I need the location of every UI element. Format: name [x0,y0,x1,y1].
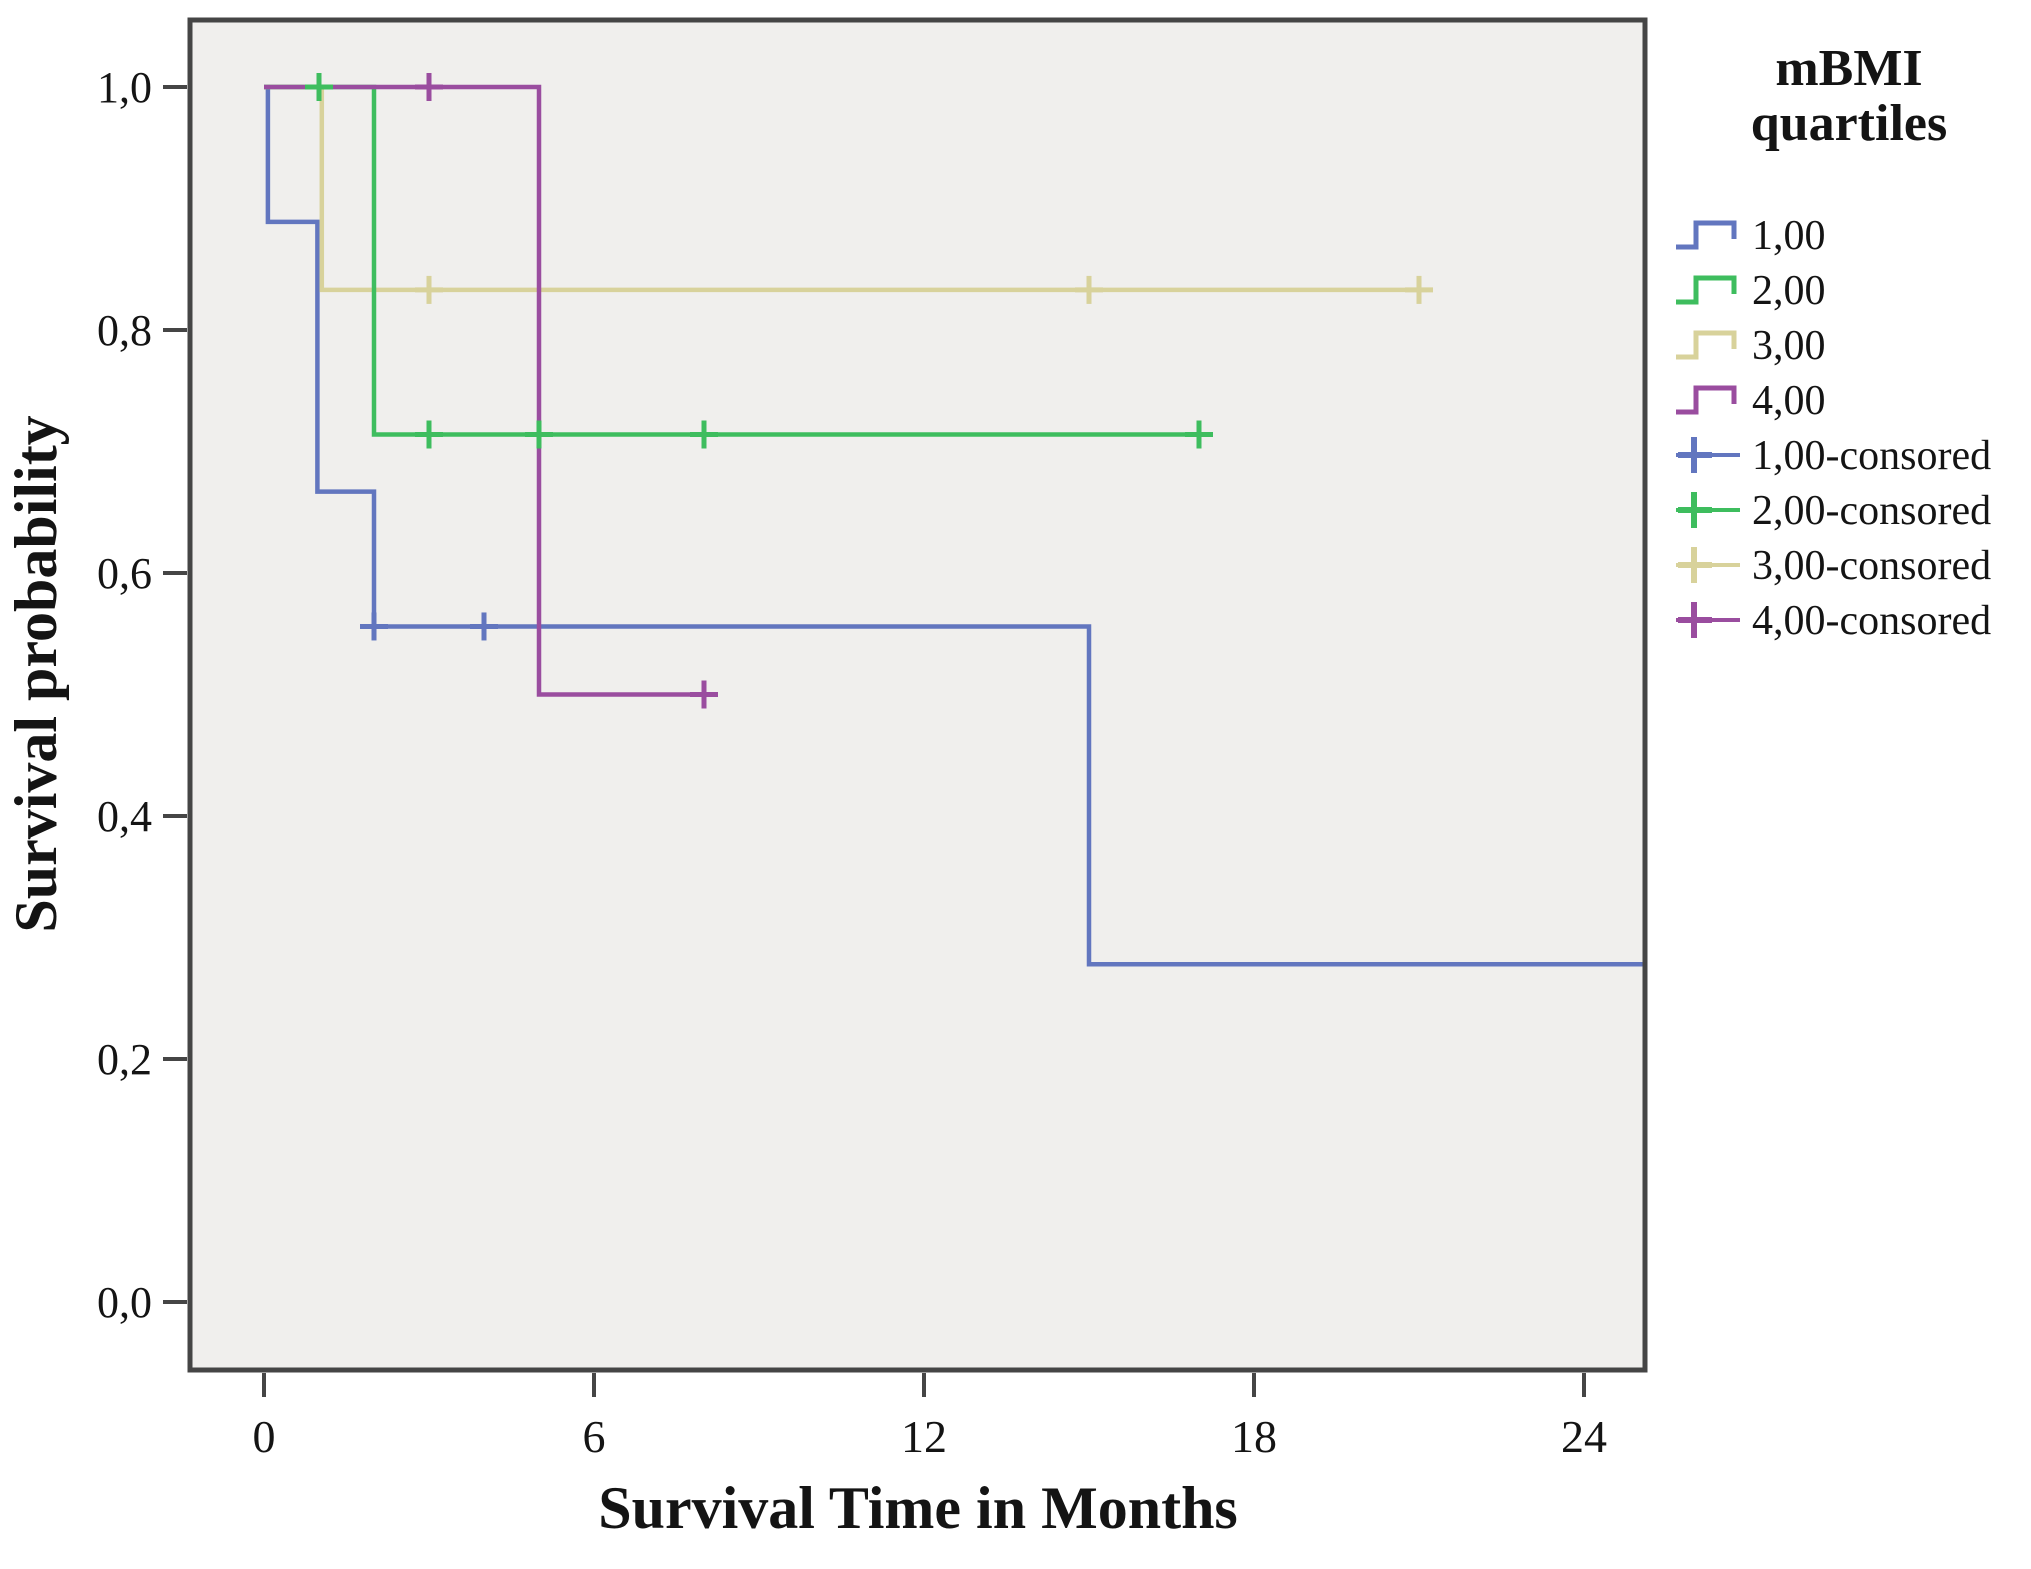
x-tick-label: 24 [1561,1411,1607,1462]
x-axis-ticks: 0 6 12 18 24 [253,1373,1607,1462]
legend-label: 2,00-consored [1752,488,1991,534]
legend-label: 1,00-consored [1752,433,1991,479]
legend-label: 4,00-consored [1752,598,1991,644]
y-tick-label: 0,4 [97,792,152,841]
censor-mark-3-00 [1075,275,1103,304]
legend-step-line-swatch [1676,330,1737,360]
legend-item-3-00-consored: 3,00-consored [1676,543,1991,589]
legend-label: 1,00 [1752,213,1826,259]
censor-mark-4-00 [415,73,443,101]
y-tick-label: 0,0 [97,1278,152,1327]
x-tick-label: 0 [253,1411,276,1462]
legend-item-3-00: 3,00 [1676,323,1826,369]
legend-item-1-00-consored: 1,00-consored [1676,433,1991,479]
legend-label: 4,00 [1752,378,1826,424]
y-tick-label: 0,8 [97,306,152,355]
legend-label: 3,00-consored [1752,543,1991,589]
legend-label: 3,00 [1752,323,1826,369]
legend-items: 1,00 2,00 3,00 4,00 1,00-consored 2,00-consor… [1676,213,1991,644]
censor-mark-2-00 [415,420,443,449]
y-tick-label: 0,2 [97,1035,152,1084]
x-tick-label: 12 [901,1411,947,1462]
legend-item-4-00-consored: 4,00-consored [1676,598,1991,644]
legend-item-4-00: 4,00 [1676,378,1826,424]
survival-curve-1-00 [264,84,1645,967]
censor-mark-2-00 [690,420,718,449]
legend-item-1-00: 1,00 [1676,213,1826,259]
y-tick-label: 1,0 [97,63,152,112]
x-tick-label: 18 [1231,1411,1277,1462]
censor-mark-1-00 [360,612,388,641]
legend-title-line2: quartiles [1751,95,1947,152]
legend-step-line-swatch [1676,385,1737,415]
censor-mark-3-00 [1405,275,1433,304]
legend-step-line-swatch [1676,220,1737,250]
legend-label: 2,00 [1752,268,1826,314]
plot-frame [187,17,1648,1373]
legend-item-2-00: 2,00 [1676,268,1826,314]
x-tick-label: 6 [583,1411,606,1462]
censor-mark-3-00 [415,275,443,304]
y-axis-title: Survival probability [3,415,69,932]
censor-mark-1-00 [470,612,498,641]
legend-step-line-swatch [1676,275,1737,305]
censor-marks-layer [305,73,1433,709]
censor-mark-2-00 [525,420,553,449]
plot-area [190,20,1645,1370]
y-axis-ticks: 0,0 0,2 0,4 0,6 0,8 1,0 [97,63,187,1327]
legend-item-2-00-consored: 2,00-consored [1676,488,1991,534]
y-tick-label: 0,6 [97,549,152,598]
censor-mark-4-00 [690,680,718,709]
censor-mark-2-00 [1185,420,1213,449]
legend: mBMI quartiles 1,00 2,00 3,00 4,00 1,00-cons… [1676,40,1991,644]
censor-mark-2-00 [305,73,333,101]
survival-curve-4-00 [264,84,713,697]
x-axis-title: Survival Time in Months [598,1475,1238,1541]
legend-title-line1: mBMI [1775,40,1922,97]
